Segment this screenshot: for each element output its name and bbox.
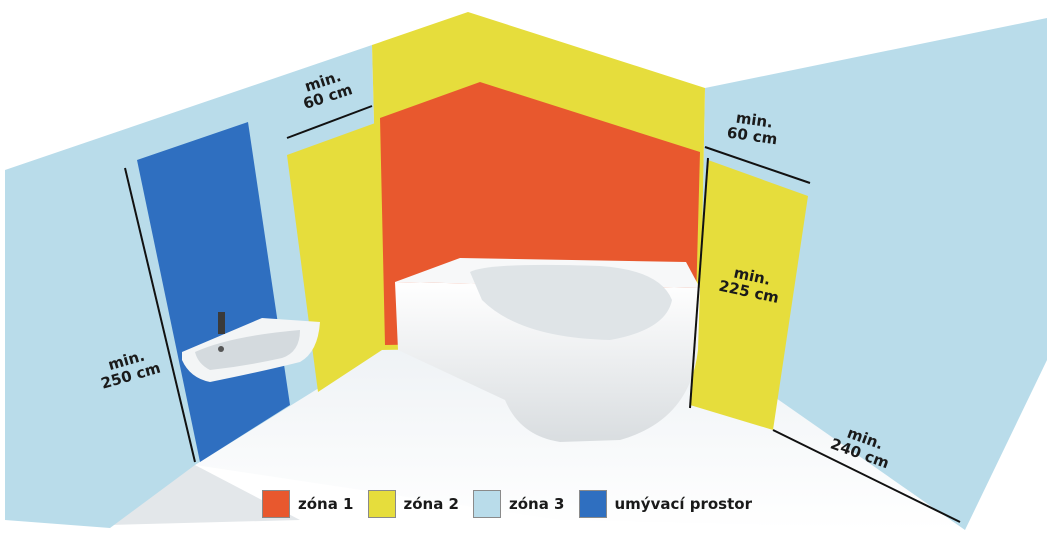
legend-item-zone1: zóna 1 <box>262 490 354 518</box>
right-wall <box>700 18 1047 530</box>
dim-line-top-left <box>286 105 373 139</box>
washing-area-panel <box>137 122 290 462</box>
floor-shadow <box>80 465 300 525</box>
legend: zóna 1 zóna 2 zóna 3 umývací prostor <box>262 490 752 518</box>
sink <box>182 312 320 382</box>
legend-item-washing-area: umývací prostor <box>578 490 752 518</box>
legend-swatch-washing-area <box>578 490 607 518</box>
right-zone2-panel <box>690 160 808 430</box>
legend-item-zone3: zóna 3 <box>473 490 565 518</box>
dim-line-left-height <box>124 167 196 463</box>
legend-swatch-zone2 <box>367 490 396 518</box>
dim-line-right-height <box>689 157 709 409</box>
legend-label-zone1: zóna 1 <box>298 495 354 513</box>
legend-item-zone2: zóna 2 <box>367 490 460 518</box>
dim-label-top-right: min. 60 cm <box>726 109 781 149</box>
legend-label-zone3: zóna 3 <box>509 495 565 513</box>
legend-label-washing-area: umývací prostor <box>614 495 752 513</box>
bathtub <box>395 258 700 442</box>
dim-line-top-right <box>704 146 811 184</box>
legend-swatch-zone3 <box>473 490 501 518</box>
legend-label-zone2: zóna 2 <box>403 495 460 513</box>
dim-line-bottom-right <box>772 429 961 523</box>
legend-swatch-zone1 <box>262 490 290 518</box>
